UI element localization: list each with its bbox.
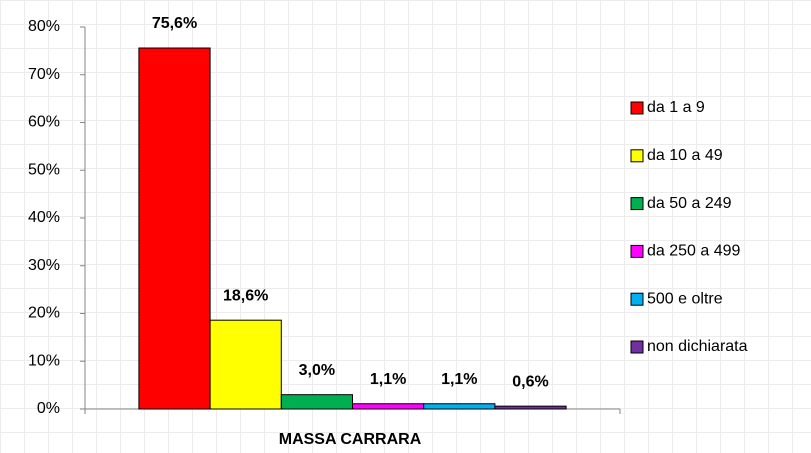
legend-swatch <box>630 340 644 354</box>
bar <box>138 47 211 410</box>
legend-swatch <box>630 101 644 115</box>
x-category-label: MASSA CARRARA <box>279 431 422 448</box>
legend-label: da 250 a 499 <box>647 243 741 260</box>
data-label: 1,1% <box>441 371 477 388</box>
bar <box>209 319 282 410</box>
data-label: 75,6% <box>152 15 197 32</box>
y-tick-label: 80% <box>28 18 60 35</box>
y-tick-label: 20% <box>28 305 60 322</box>
legend-swatch <box>630 149 644 163</box>
legend-label: non dichiarata <box>647 338 748 355</box>
data-label: 0,6% <box>512 373 548 390</box>
legend-label: da 1 a 9 <box>647 99 705 116</box>
data-label: 18,6% <box>223 287 268 304</box>
y-tick-label: 70% <box>28 66 60 83</box>
bar <box>352 403 425 410</box>
data-label: 3,0% <box>299 362 335 379</box>
y-tick-label: 60% <box>28 114 60 131</box>
y-tick-label: 10% <box>28 352 60 369</box>
bar <box>280 394 353 410</box>
legend-swatch <box>630 292 644 306</box>
legend-label: da 50 a 249 <box>647 195 732 212</box>
y-tick-label: 40% <box>28 209 60 226</box>
y-tick-label: 0% <box>37 400 60 417</box>
bar <box>494 405 567 410</box>
legend-swatch <box>630 244 644 258</box>
bar <box>423 403 496 410</box>
legend-label: 500 e oltre <box>647 290 723 307</box>
y-tick-label: 50% <box>28 161 60 178</box>
legend-swatch <box>630 197 644 211</box>
legend-label: da 10 a 49 <box>647 147 723 164</box>
y-tick-label: 30% <box>28 257 60 274</box>
data-label: 1,1% <box>370 371 406 388</box>
